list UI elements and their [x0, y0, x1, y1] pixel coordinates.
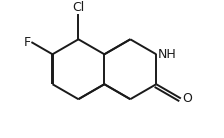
Text: F: F	[24, 36, 31, 49]
Text: Cl: Cl	[72, 1, 84, 14]
Text: NH: NH	[158, 48, 177, 61]
Text: O: O	[182, 92, 192, 105]
